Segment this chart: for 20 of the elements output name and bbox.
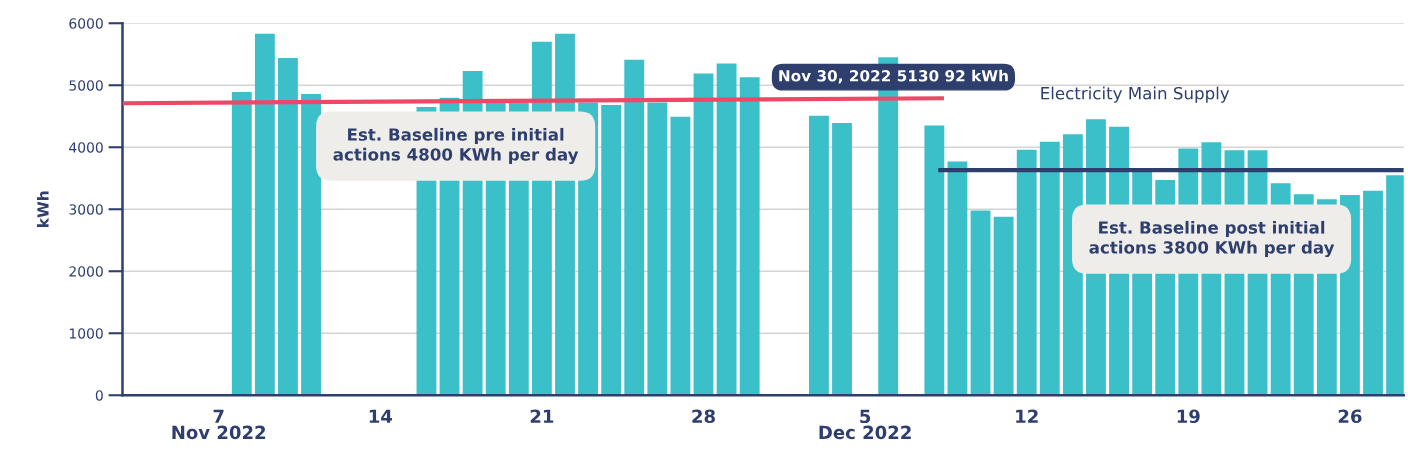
- y-tick-label: 2000: [69, 266, 103, 277]
- x-tick-label: 12: [1016, 409, 1038, 423]
- y-tick-label: 1000: [69, 328, 103, 339]
- x-tick-label: 26: [1338, 409, 1362, 424]
- x-tick-label: 5 Dec 2022: [819, 409, 911, 440]
- y-axis-title: kWh: [36, 191, 49, 227]
- y-tick-label: 3000: [69, 204, 103, 215]
- annotation: Nov 30, 2022 5130 92 kWh: [779, 69, 1008, 84]
- y-tick-label: 6000: [69, 18, 103, 29]
- series-label: Electricity Main Supply: [1041, 86, 1230, 103]
- x-tick-label: 28: [692, 409, 715, 424]
- y-tick-label: 0: [95, 390, 103, 401]
- annotation: Est. Baseline pre initial actions 4800 KWh per day: [333, 127, 579, 165]
- x-tick-label: 7 Nov 2022: [172, 409, 266, 440]
- x-tick-label: 21: [530, 409, 554, 423]
- x-tick-label: 14: [369, 409, 393, 423]
- y-tick-label: 4000: [69, 142, 103, 153]
- y-tick-label: 5000: [69, 80, 103, 91]
- x-tick-label: 19: [1177, 409, 1200, 424]
- annotation: Est. Baseline post initial actions 3800 KWh per day: [1089, 220, 1335, 258]
